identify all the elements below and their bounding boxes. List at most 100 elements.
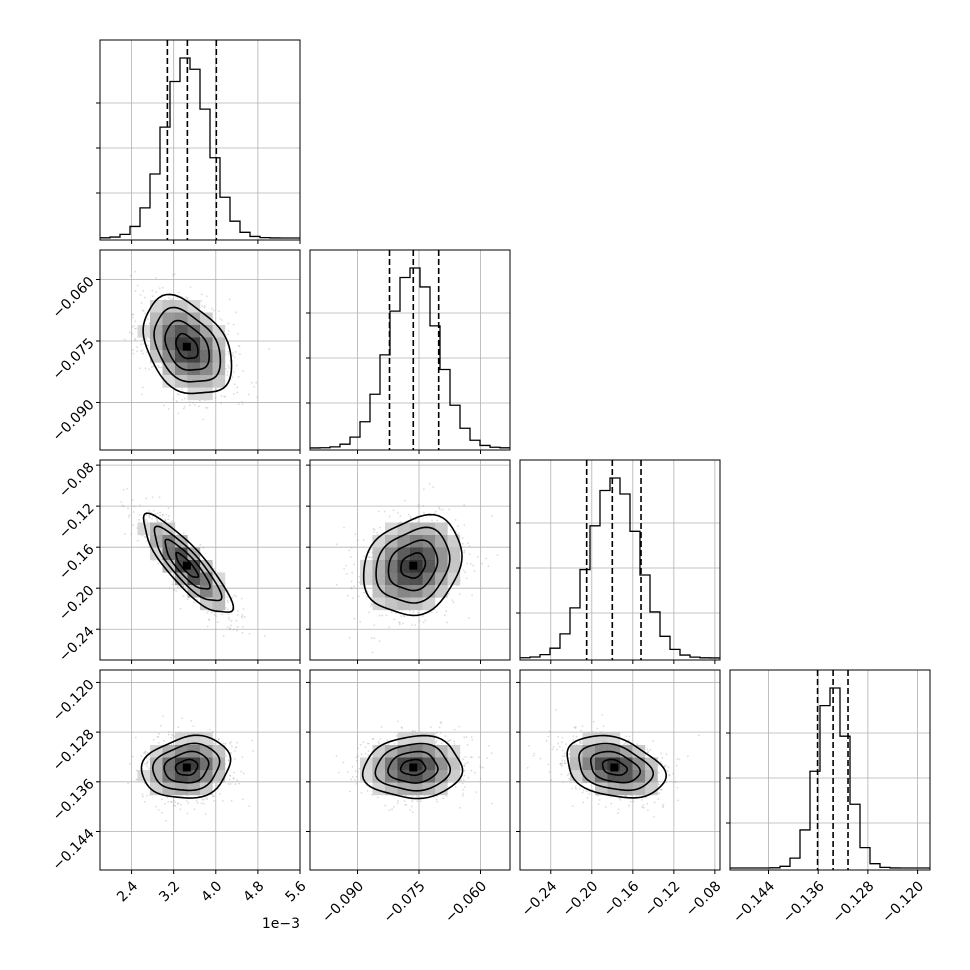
sample-point bbox=[164, 802, 166, 805]
sample-point bbox=[148, 546, 151, 549]
density-cell bbox=[187, 782, 201, 796]
sample-point bbox=[210, 611, 213, 614]
sample-point bbox=[372, 738, 375, 740]
sample-point bbox=[219, 317, 221, 320]
density-cell bbox=[372, 572, 386, 586]
sample-point bbox=[203, 305, 206, 308]
sample-point bbox=[416, 800, 419, 803]
sample-point bbox=[453, 728, 456, 731]
sample-point bbox=[588, 793, 591, 795]
density-cell bbox=[447, 547, 461, 561]
sample-point bbox=[251, 381, 253, 384]
sample-point bbox=[141, 386, 144, 389]
sample-point bbox=[180, 717, 183, 720]
sample-point bbox=[169, 298, 172, 301]
sample-point bbox=[201, 798, 204, 801]
density-cell bbox=[162, 375, 176, 388]
sample-point bbox=[230, 620, 233, 623]
sample-point bbox=[496, 554, 499, 556]
density-cell bbox=[200, 782, 213, 796]
sample-point bbox=[466, 562, 468, 565]
sample-point bbox=[241, 616, 244, 619]
sample-point bbox=[224, 395, 226, 398]
sample-point bbox=[408, 609, 411, 612]
sample-point bbox=[228, 618, 231, 621]
sample-point bbox=[490, 752, 493, 755]
sample-point bbox=[402, 622, 404, 625]
sample-point bbox=[388, 626, 391, 629]
sample-point bbox=[410, 805, 413, 808]
sample-point bbox=[358, 575, 361, 578]
sample-point bbox=[463, 764, 466, 767]
sample-point bbox=[212, 795, 214, 798]
density-cell bbox=[200, 325, 213, 338]
sample-point bbox=[371, 651, 374, 654]
sample-point bbox=[122, 488, 125, 491]
density-cell bbox=[422, 770, 436, 783]
sample-point bbox=[176, 297, 179, 300]
sample-point bbox=[214, 388, 217, 391]
sample-point bbox=[475, 791, 478, 794]
sample-point bbox=[457, 525, 459, 528]
sample-point bbox=[435, 798, 438, 801]
density-cell bbox=[187, 350, 201, 363]
sample-point bbox=[472, 564, 475, 567]
sample-point bbox=[227, 364, 230, 367]
sample-point bbox=[227, 353, 230, 356]
sample-point bbox=[438, 506, 440, 509]
sample-point bbox=[138, 518, 140, 521]
sample-point bbox=[206, 625, 209, 628]
sample-point bbox=[162, 404, 165, 407]
sample-point bbox=[124, 533, 127, 536]
sample-point bbox=[349, 555, 352, 558]
density-cell bbox=[410, 547, 423, 561]
sample-point bbox=[140, 302, 143, 304]
sample-point bbox=[373, 531, 375, 533]
sample-point bbox=[167, 731, 170, 733]
sample-point bbox=[221, 319, 223, 321]
sample-point bbox=[240, 401, 243, 403]
sample-point bbox=[463, 736, 466, 739]
contour-line bbox=[163, 750, 210, 784]
sample-point bbox=[458, 725, 461, 728]
sample-point bbox=[353, 617, 356, 620]
sample-point bbox=[355, 782, 358, 785]
sample-point bbox=[478, 756, 480, 759]
sample-point bbox=[150, 366, 153, 369]
sample-point bbox=[462, 792, 465, 795]
sample-point bbox=[170, 734, 173, 736]
density-cell bbox=[212, 597, 226, 611]
density-cell bbox=[372, 585, 386, 598]
sample-point bbox=[461, 794, 464, 797]
sample-point bbox=[179, 808, 182, 811]
sample-point bbox=[236, 741, 239, 744]
sample-point bbox=[411, 624, 413, 626]
sample-point bbox=[411, 811, 414, 814]
sample-point bbox=[154, 805, 157, 808]
sample-point bbox=[233, 371, 235, 374]
sample-point bbox=[367, 556, 370, 559]
sample-point bbox=[135, 327, 138, 330]
sample-point bbox=[469, 563, 472, 565]
sample-point bbox=[358, 767, 361, 770]
sample-point bbox=[226, 599, 229, 602]
sample-point bbox=[487, 565, 490, 568]
sample-point bbox=[215, 784, 218, 787]
sample-point bbox=[155, 291, 158, 294]
sample-point bbox=[120, 501, 123, 503]
sample-point bbox=[148, 509, 151, 512]
sample-point bbox=[463, 504, 466, 506]
sample-point bbox=[397, 512, 399, 514]
contour-line bbox=[140, 734, 232, 799]
sample-point bbox=[353, 585, 355, 588]
sample-point bbox=[362, 741, 365, 744]
sample-point bbox=[471, 739, 474, 741]
sample-point bbox=[190, 719, 193, 722]
sample-point bbox=[399, 515, 402, 517]
sample-point bbox=[400, 615, 402, 618]
sample-point bbox=[488, 744, 490, 747]
sample-point bbox=[225, 755, 228, 758]
sample-point bbox=[230, 745, 233, 748]
sample-point bbox=[168, 587, 171, 589]
sample-point bbox=[479, 777, 482, 780]
